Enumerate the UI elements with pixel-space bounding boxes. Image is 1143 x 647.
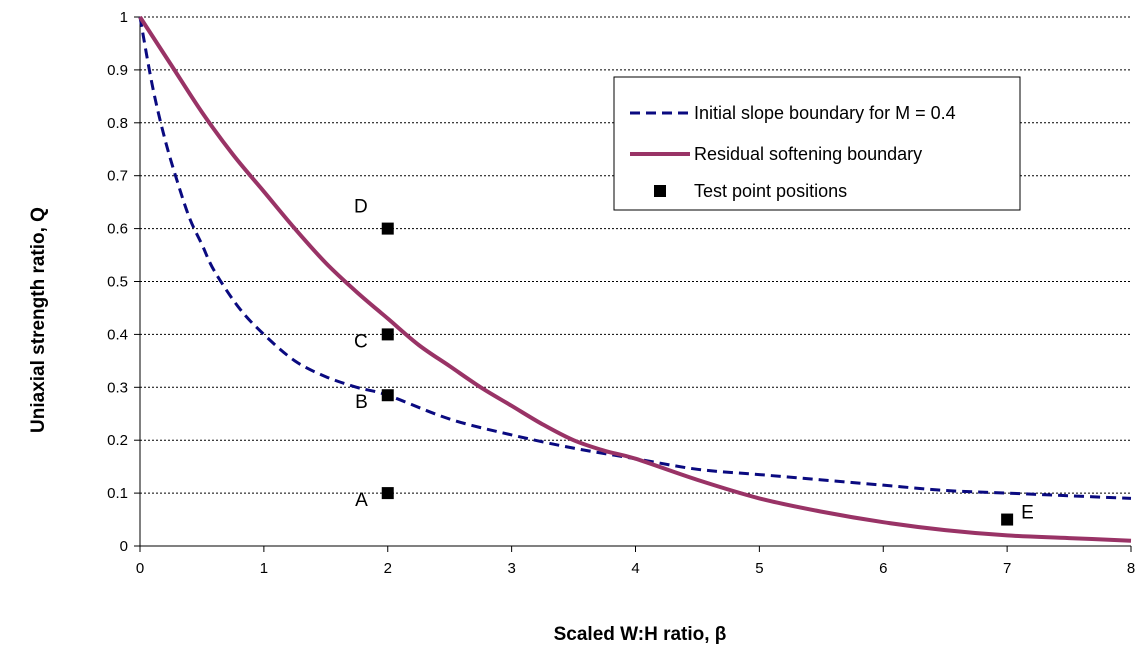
series-line-residual-softening-boundary bbox=[138, 15, 1132, 543]
x-axis-ticks: 0 1 2 3 4 5 6 7 8 bbox=[136, 546, 1135, 577]
x-tick-label: 0 bbox=[136, 560, 144, 577]
x-tick-label: 2 bbox=[384, 560, 392, 577]
y-tick-label: 1 bbox=[120, 9, 128, 26]
test-point-marker bbox=[381, 389, 394, 402]
x-tick-label: 6 bbox=[879, 560, 887, 577]
test-point-marker bbox=[1001, 513, 1014, 526]
legend-box bbox=[613, 76, 1021, 211]
test-point-label: D bbox=[354, 197, 368, 218]
y-tick-label: 0.9 bbox=[107, 62, 128, 79]
legend-label-initial-slope: Initial slope boundary for M = 0.4 bbox=[694, 103, 956, 123]
y-tick-label: 0.5 bbox=[107, 274, 128, 291]
y-axis-ticks: 0 0.1 0.2 0.3 0.4 0.5 0.6 0.7 0.8 0.9 1 bbox=[107, 9, 140, 555]
x-tick-label: 4 bbox=[631, 560, 639, 577]
y-tick-label: 0 bbox=[120, 538, 128, 555]
test-point-marker bbox=[381, 487, 394, 500]
y-tick-label: 0.7 bbox=[107, 168, 128, 185]
test-point-label: E bbox=[1021, 503, 1034, 524]
y-tick-label: 0.2 bbox=[107, 432, 128, 449]
x-tick-label: 7 bbox=[1003, 560, 1011, 577]
legend-label-test-points: Test point positions bbox=[694, 181, 847, 201]
test-point-marker bbox=[381, 328, 394, 341]
test-points: A B C D E bbox=[354, 197, 1034, 526]
y-tick-label: 0.8 bbox=[107, 115, 128, 132]
x-axis-title: Scaled W:H ratio, β bbox=[554, 624, 727, 645]
y-tick-label: 0.4 bbox=[107, 326, 128, 343]
y-tick-label: 0.3 bbox=[107, 379, 128, 396]
x-tick-label: 3 bbox=[507, 560, 515, 577]
test-point-label: A bbox=[355, 490, 368, 511]
y-tick-label: 0.1 bbox=[107, 485, 128, 502]
test-point-marker bbox=[381, 222, 394, 235]
test-point-label: C bbox=[354, 331, 368, 352]
legend: Initial slope boundary for M = 0.4 Resid… bbox=[613, 76, 1021, 211]
y-axis-title: Uniaxial strength ratio, Q bbox=[28, 207, 49, 433]
x-tick-label: 8 bbox=[1127, 560, 1135, 577]
legend-swatch-test-points bbox=[654, 185, 666, 197]
x-tick-label: 5 bbox=[755, 560, 763, 577]
test-point-label: B bbox=[355, 392, 368, 413]
legend-label-residual-softening: Residual softening boundary bbox=[694, 144, 922, 164]
x-tick-label: 1 bbox=[260, 560, 268, 577]
y-tick-label: 0.6 bbox=[107, 221, 128, 238]
